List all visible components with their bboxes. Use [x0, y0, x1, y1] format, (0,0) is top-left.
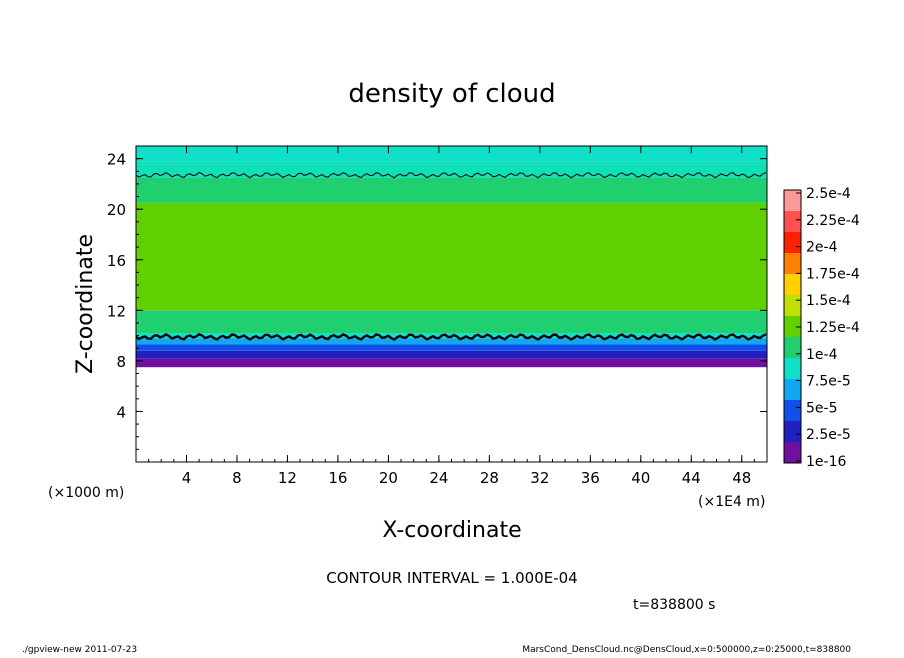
y-tick-label: 20: [107, 201, 126, 219]
colorbar-label: 2.5e-4: [806, 186, 851, 202]
density-bands: [136, 146, 767, 368]
time-label: t=838800 s: [633, 597, 715, 613]
x-tick-label: 36: [581, 469, 600, 487]
x-tick-label: 44: [682, 469, 701, 487]
colorbar-label: 2.25e-4: [806, 213, 860, 229]
y-axis-ticks: 4 8 12 16 20 24: [107, 145, 767, 463]
colorbar-swatch: [784, 316, 801, 338]
x-tick-label: 24: [429, 469, 448, 487]
colorbar-swatch: [784, 421, 801, 443]
x-tick-label: 32: [530, 469, 549, 487]
colorbar-swatch: [784, 211, 801, 233]
density-band-5: [136, 310, 767, 334]
x-tick-label: 12: [278, 469, 297, 487]
x-tick-label: 48: [732, 469, 751, 487]
colorbar-swatch: [784, 358, 801, 380]
colorbar-label: 2.5e-5: [806, 427, 851, 443]
colorbar: 2.5e-4 2.25e-4 2e-4 1.75e-4 1.5e-4 1.25e-4 1e-…: [783, 186, 860, 470]
colorbar-swatch: [784, 190, 801, 212]
colorbar-label: 1.75e-4: [806, 266, 860, 282]
colorbar-label: 1e-4: [806, 347, 838, 363]
colorbar-swatch: [784, 442, 801, 464]
colorbar-swatch: [784, 337, 801, 359]
colorbar-swatch: [784, 274, 801, 296]
y-tick-label: 12: [107, 302, 126, 320]
colorbar-label: 1e-16: [806, 454, 846, 470]
contour-lines: [135, 171, 767, 342]
contour-interval: CONTOUR INTERVAL = 1.000E-04: [326, 569, 577, 587]
contour-line-0: [135, 332, 767, 342]
colorbar-swatch: [784, 295, 801, 317]
y-tick-label: 24: [107, 151, 126, 169]
chart-title: density of cloud: [348, 79, 555, 109]
x-tick-label: 8: [232, 469, 242, 487]
footer-right: MarsCond_DensCloud.nc@DensCloud,x=0:5000…: [522, 645, 851, 654]
x-tick-label: 16: [328, 469, 347, 487]
x-axis-unit: (×1E4 m): [698, 494, 765, 510]
x-tick-label: 20: [379, 469, 398, 487]
x-tick-label: 40: [631, 469, 650, 487]
y-axis-label: Z-coordinate: [73, 234, 98, 374]
density-band-6: [136, 202, 767, 311]
density-band-8: [136, 161, 767, 178]
density-band-3: [136, 338, 767, 345]
density-band-7: [136, 177, 767, 203]
colorbar-label: 2e-4: [806, 240, 838, 256]
y-tick-label: 8: [116, 353, 126, 371]
colorbar-swatch: [784, 400, 801, 422]
colorbar-swatch: [784, 379, 801, 401]
colorbar-swatch: [784, 232, 801, 254]
x-tick-label: 4: [182, 469, 192, 487]
x-tick-label: 28: [480, 469, 499, 487]
y-tick-label: 4: [116, 403, 126, 421]
density-band-2: [136, 344, 767, 351]
footer-left: ./gpview-new 2011-07-23: [22, 645, 137, 654]
density-band-9: [136, 146, 767, 162]
colorbar-label: 7.5e-5: [806, 374, 851, 390]
y-tick-label: 16: [107, 252, 126, 270]
x-axis-label: X-coordinate: [382, 518, 521, 543]
colorbar-label: 1.25e-4: [806, 320, 860, 336]
colorbar-label: 1.5e-4: [806, 293, 851, 309]
x-axis-ticks: 4 8 12 16 20 24 28 32 36 40 44 48: [135, 146, 768, 487]
y-axis-unit: (×1000 m): [48, 485, 124, 501]
density-band-1: [136, 350, 767, 359]
density-band-0: [136, 358, 767, 368]
colorbar-swatch: [784, 253, 801, 275]
colorbar-label: 5e-5: [806, 400, 837, 416]
contour-line-1: [135, 171, 767, 179]
